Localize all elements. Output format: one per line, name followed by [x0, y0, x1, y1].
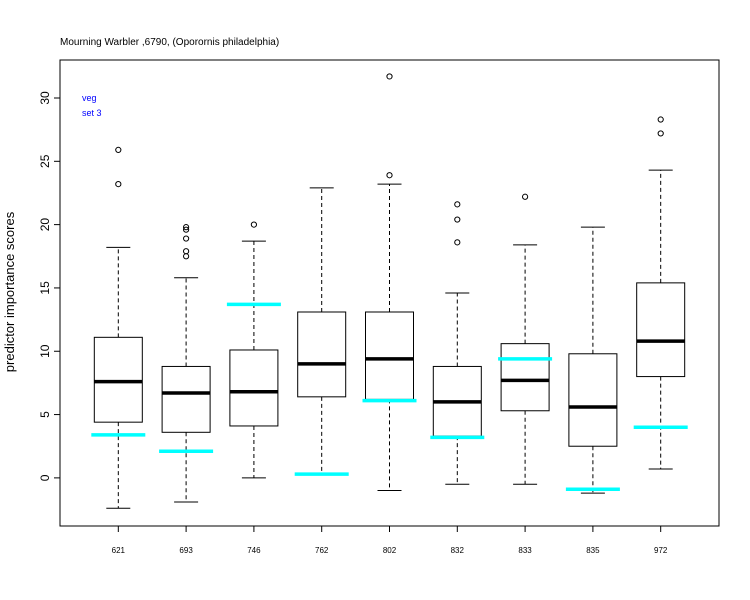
outlier-point: [183, 226, 190, 233]
box-body: [568, 353, 618, 447]
chart-title: Mourning Warbler ,6790, (Oporornis phila…: [60, 37, 279, 48]
y-tick-label: 0: [38, 474, 52, 481]
box-835: [565, 226, 620, 494]
outlier-point: [386, 73, 393, 80]
outlier-point: [115, 146, 122, 154]
outlier-point: [454, 201, 461, 208]
annotation-set: set 3: [82, 108, 102, 118]
x-tick-label: 832: [451, 546, 465, 555]
x-tick-label: 835: [586, 546, 600, 555]
x-tick-label: 693: [179, 546, 193, 555]
outlier-point: [454, 216, 461, 223]
box-621: [91, 146, 146, 509]
box-833: [498, 193, 553, 485]
box-972: [633, 116, 688, 470]
x-tick-label: 762: [315, 546, 329, 555]
outlier-point: [521, 193, 529, 200]
box-body: [297, 311, 347, 398]
x-tick-label: 833: [518, 546, 532, 555]
y-tick-label: 15: [38, 281, 52, 295]
y-tick-label: 25: [38, 154, 52, 168]
y-tick-label: 30: [38, 91, 52, 105]
box-832: [430, 201, 485, 485]
x-tick-label: 802: [383, 546, 397, 555]
outlier-point: [657, 130, 664, 137]
outlier-point: [183, 248, 190, 255]
outlier-point: [250, 221, 258, 228]
box-body: [161, 365, 211, 433]
boxes-group: [91, 73, 688, 509]
outlier-point: [183, 253, 190, 260]
outlier-point: [454, 239, 461, 246]
x-axis: 621 693 746 762 802 832 833 835 972: [112, 525, 668, 555]
box-762: [294, 187, 349, 476]
box-693: [159, 224, 214, 503]
box-body: [636, 282, 686, 378]
y-tick-label: 10: [38, 344, 52, 358]
y-axis: 0 5 10 15 20 25 30: [38, 91, 61, 481]
box-746: [226, 221, 281, 479]
x-tick-label: 746: [247, 546, 261, 555]
outlier-point: [115, 180, 122, 188]
box-body: [365, 311, 414, 400]
y-tick-label: 20: [38, 218, 52, 232]
box-body: [93, 336, 143, 423]
annotation-veg: veg: [82, 93, 97, 103]
outlier-point: [657, 116, 664, 123]
box-body: [500, 343, 550, 412]
outlier-point: [183, 235, 190, 242]
x-tick-label: 621: [112, 546, 126, 555]
outlier-point: [386, 172, 393, 179]
y-tick-label: 5: [38, 411, 52, 418]
outlier-point: [183, 224, 190, 231]
x-tick-label: 972: [654, 546, 668, 555]
box-body: [229, 349, 279, 427]
y-axis-label: predictor importance scores: [2, 211, 17, 372]
box-802: [362, 73, 417, 492]
